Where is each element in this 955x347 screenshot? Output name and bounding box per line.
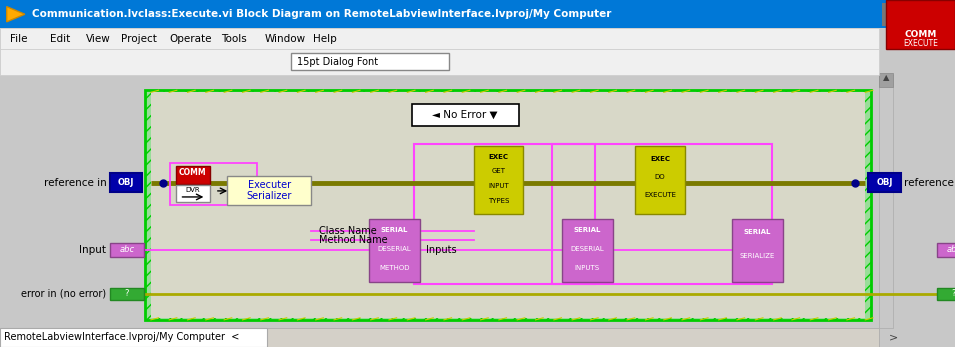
Bar (0, 328, 267, 347)
Text: ◄ No Error ▼: ◄ No Error ▼ (433, 110, 498, 120)
Text: Method Name: Method Name (319, 235, 388, 245)
Text: DESERIAL: DESERIAL (570, 246, 605, 252)
Text: GET: GET (492, 168, 505, 175)
Text: Tools: Tools (222, 34, 247, 43)
Text: ?: ? (952, 289, 955, 298)
Bar (291, 53, 449, 70)
Text: EXEC: EXEC (650, 155, 669, 162)
Text: DESERIAL: DESERIAL (377, 246, 412, 252)
Bar (732, 219, 783, 282)
Text: COMM: COMM (180, 168, 206, 177)
Bar (0, 0, 955, 28)
Text: Executer: Executer (247, 180, 291, 190)
Bar (151, 92, 865, 318)
Text: □: □ (912, 9, 922, 19)
Text: INPUTS: INPUTS (575, 265, 600, 271)
Bar (170, 163, 257, 205)
Bar (879, 75, 893, 328)
Text: EXEC: EXEC (489, 154, 508, 160)
Bar (0, 328, 879, 347)
Text: >: > (889, 332, 899, 342)
Bar (369, 219, 420, 282)
Text: File: File (10, 34, 27, 43)
Bar (882, 3, 903, 26)
Text: DVR: DVR (185, 187, 201, 193)
Text: ▲: ▲ (882, 73, 889, 82)
Text: abc: abc (946, 245, 955, 254)
Text: Inputs: Inputs (426, 245, 456, 255)
Bar (412, 104, 519, 126)
Text: ?: ? (125, 289, 129, 298)
Text: Project: Project (121, 34, 158, 43)
Text: Input: Input (79, 245, 106, 255)
Text: View: View (86, 34, 111, 43)
Text: EXECUTE: EXECUTE (644, 192, 676, 198)
Text: OBJ: OBJ (117, 178, 135, 187)
Bar (176, 185, 210, 202)
Bar (110, 174, 142, 192)
Text: OBJ: OBJ (876, 178, 893, 187)
Text: Class Name: Class Name (319, 226, 376, 236)
Text: COMM: COMM (904, 30, 937, 39)
Text: Edit: Edit (50, 34, 70, 43)
Bar (906, 3, 927, 26)
Text: METHOD: METHOD (379, 265, 410, 271)
Text: TYPES: TYPES (488, 198, 509, 204)
Text: RemoteLabviewInterface.lvproj/My Computer  <: RemoteLabviewInterface.lvproj/My Compute… (4, 332, 239, 342)
Bar (0, 75, 879, 328)
Bar (227, 176, 311, 205)
Text: Communication.lvclass:Execute.vi Block Diagram on RemoteLabviewInterface.lvproj/: Communication.lvclass:Execute.vi Block D… (32, 9, 612, 19)
Text: ─: ─ (890, 9, 896, 19)
Bar (110, 243, 144, 257)
Polygon shape (7, 7, 25, 22)
Text: INPUT: INPUT (488, 183, 509, 189)
Bar (562, 219, 613, 282)
Text: SERIAL: SERIAL (574, 227, 601, 233)
Bar (879, 73, 893, 87)
Bar (414, 144, 595, 284)
Bar (0, 49, 879, 75)
Bar (0, 28, 879, 49)
Text: Serializer: Serializer (246, 191, 292, 201)
Text: Help: Help (313, 34, 337, 43)
Bar (552, 144, 772, 284)
Text: SERIALIZE: SERIALIZE (739, 253, 775, 260)
Text: Operate: Operate (169, 34, 212, 43)
Text: 15pt Dialog Font: 15pt Dialog Font (297, 57, 378, 67)
Text: reference in: reference in (44, 178, 107, 187)
Bar (937, 243, 955, 257)
Bar (937, 288, 955, 300)
Text: DO: DO (654, 174, 666, 180)
Bar (267, 328, 879, 347)
Bar (635, 146, 685, 214)
Text: reference out: reference out (904, 178, 955, 187)
Bar (145, 90, 871, 320)
Text: abc: abc (119, 245, 135, 254)
Bar (474, 146, 523, 214)
Text: SERIAL: SERIAL (381, 227, 408, 233)
Bar (930, 3, 951, 26)
Text: Window: Window (265, 34, 306, 43)
Bar (176, 166, 210, 184)
Text: ✕: ✕ (937, 9, 944, 19)
Bar (110, 288, 144, 300)
Text: error in (no error): error in (no error) (21, 289, 106, 299)
Bar (886, 0, 955, 49)
Bar (868, 174, 901, 192)
Text: SERIAL: SERIAL (744, 229, 771, 236)
Text: EXECUTE: EXECUTE (903, 39, 938, 48)
